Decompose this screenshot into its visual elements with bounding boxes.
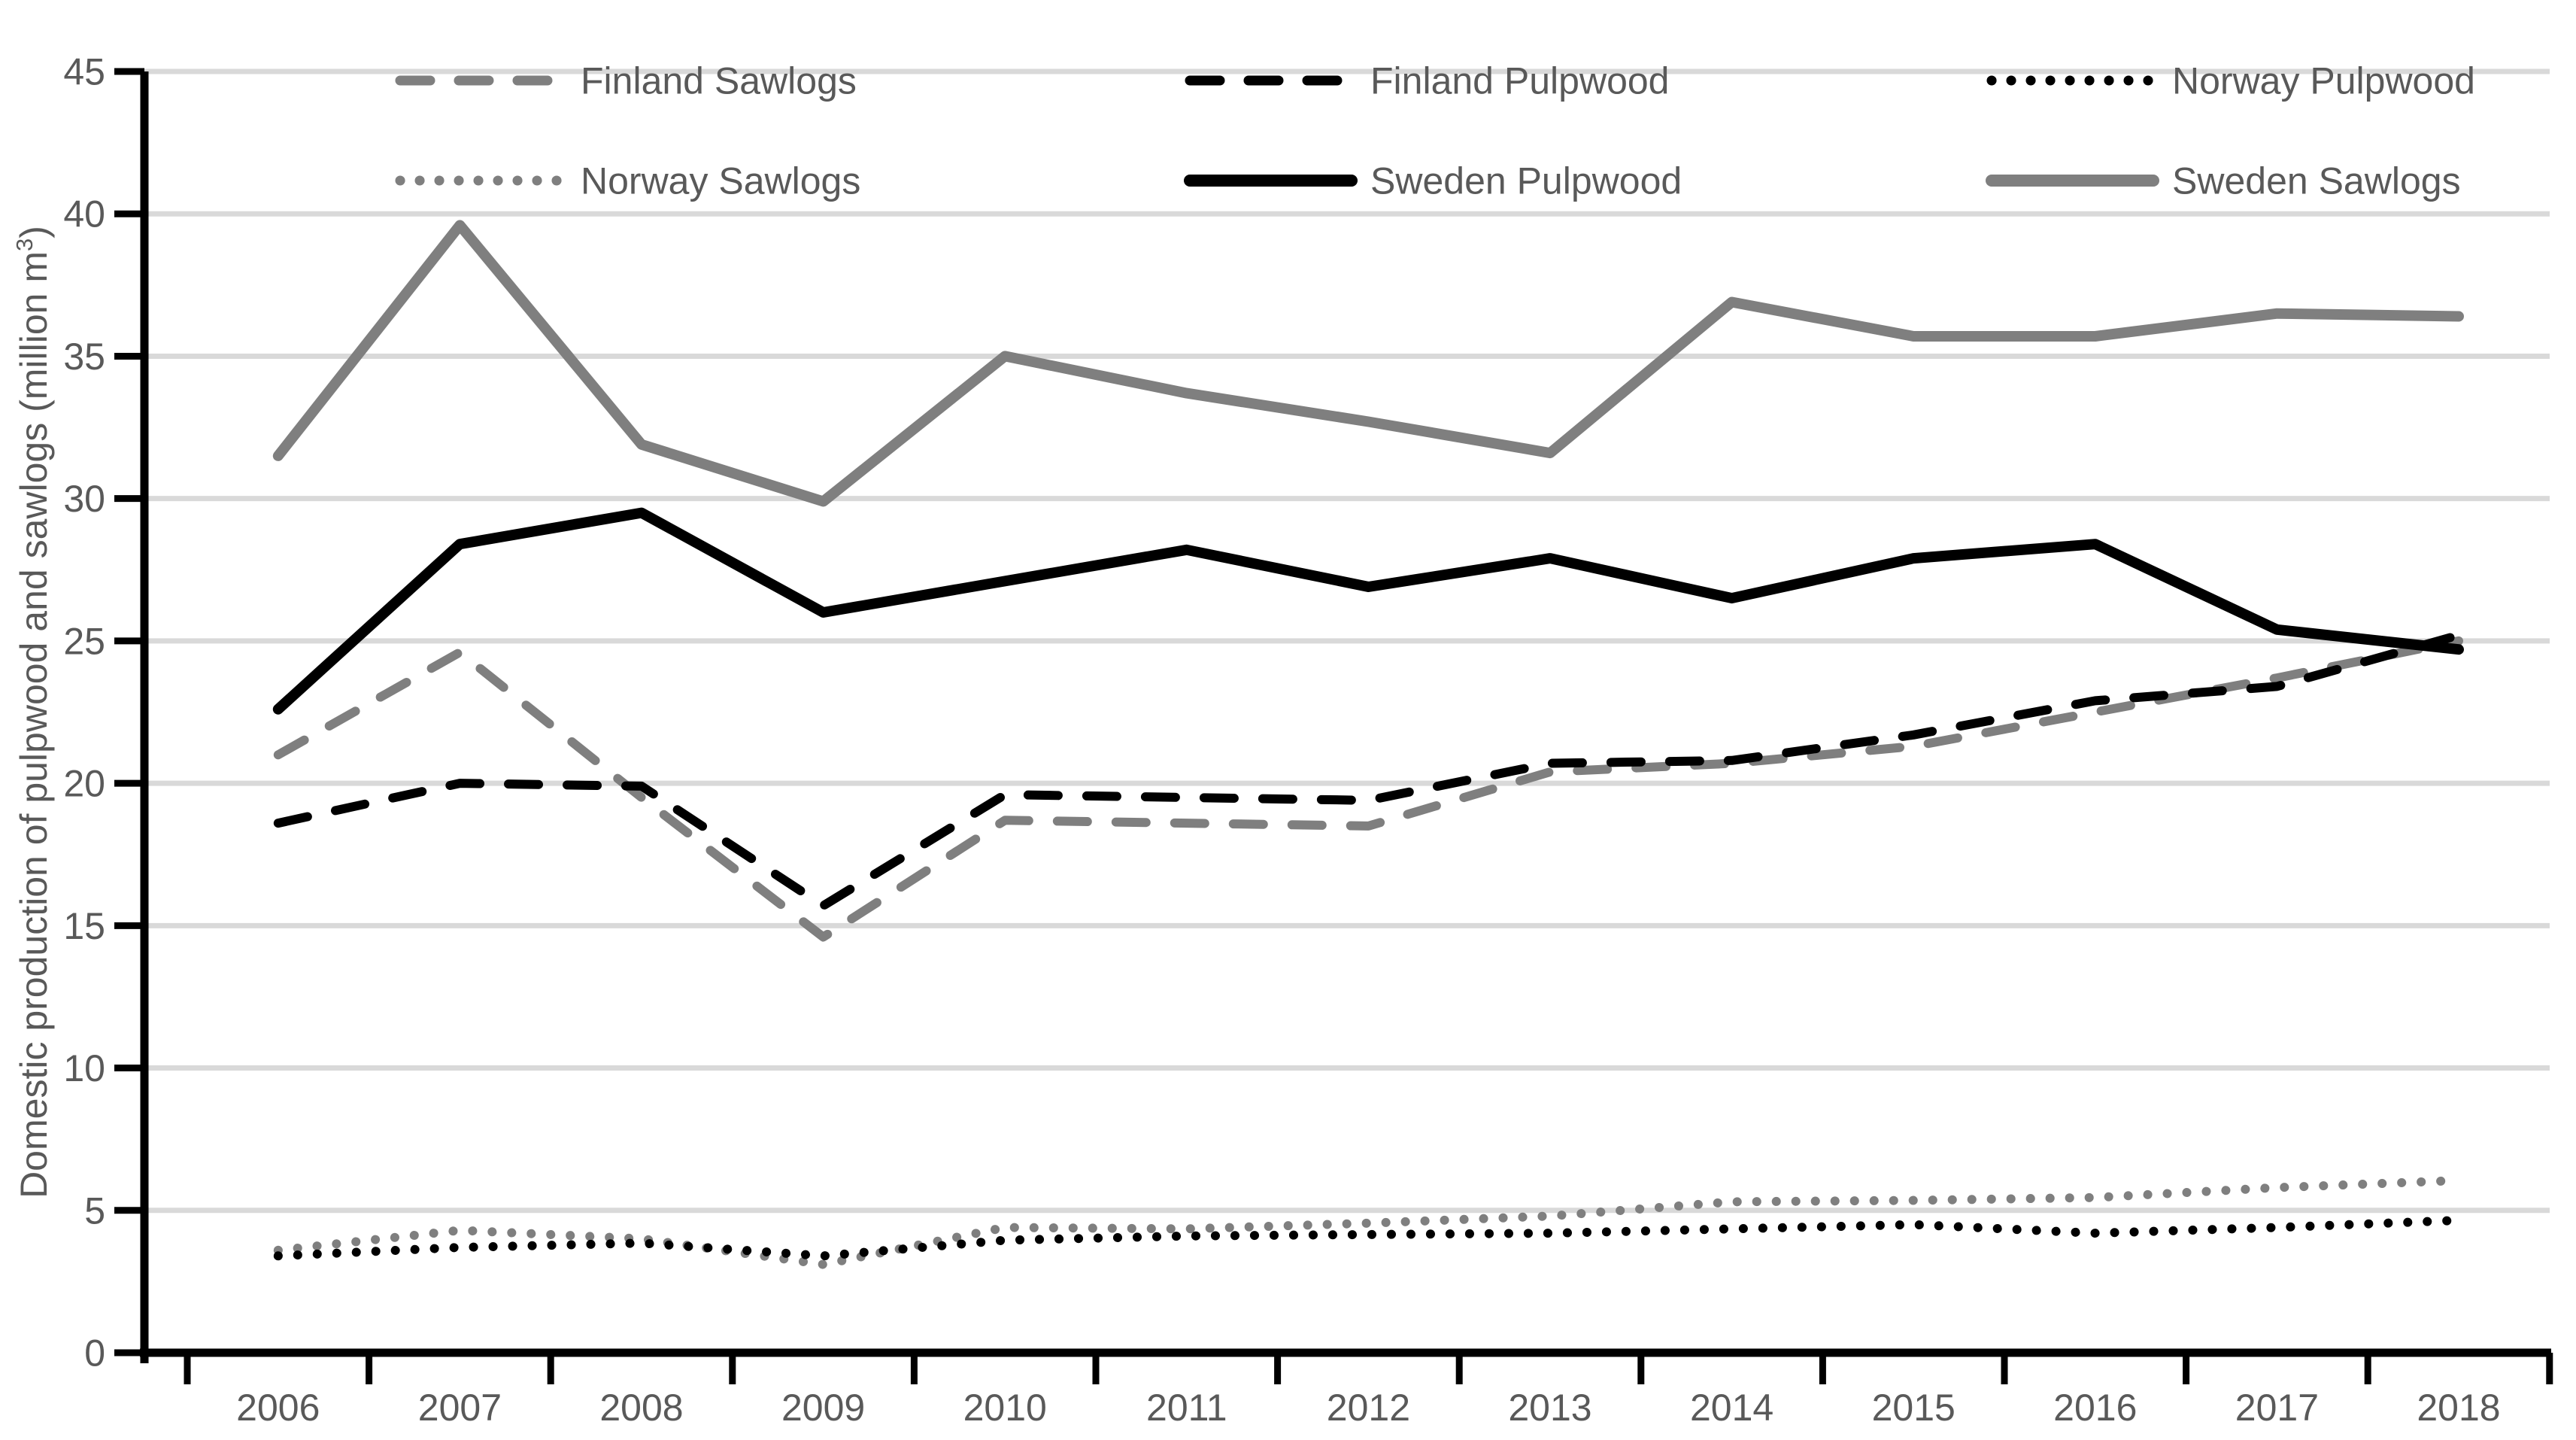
legend-item-sweden-sawlogs: Sweden Sawlogs (1986, 160, 2461, 202)
series-line-sweden-sawlogs (272, 220, 2464, 507)
x-tick-label-2018: 2018 (2417, 1387, 2500, 1429)
legend-item-sweden-pulpwood: Sweden Pulpwood (1184, 160, 1682, 202)
series-line-norway-pulpwood (273, 1216, 2463, 1261)
x-tick-label-2016: 2016 (2053, 1387, 2137, 1429)
legend-label-sweden-sawlogs: Sweden Sawlogs (2172, 160, 2461, 202)
series-line-norway-sawlogs (273, 1176, 2463, 1269)
y-axis: 0 5 10 15 20 25 30 35 40 45 (63, 51, 149, 1375)
x-tick-label-2013: 2013 (1508, 1387, 1591, 1429)
x-tick-label-2014: 2014 (1690, 1387, 1773, 1429)
y-axis-title-text: Domestic production of pulpwood and sawl… (11, 226, 55, 1198)
series-line-finland-pulpwood (273, 630, 2463, 910)
y-tick-label-40: 40 (63, 193, 105, 235)
y-tick-label-5: 5 (84, 1189, 105, 1232)
y-axis-title: Domestic production of pulpwood and sawl… (11, 226, 55, 1198)
y-tick-label-15: 15 (63, 905, 105, 947)
legend-label-finland-sawlogs: Finland Sawlogs (581, 60, 857, 102)
y-tick-label-10: 10 (63, 1047, 105, 1089)
series-line-finland-sawlogs (273, 636, 2463, 942)
legend-item-finland-sawlogs: Finland Sawlogs (395, 60, 857, 102)
x-tick-label-2011: 2011 (1146, 1387, 1227, 1429)
x-tick-label-2006: 2006 (236, 1387, 320, 1429)
legend-label-norway-sawlogs: Norway Sawlogs (581, 160, 860, 202)
legend-label-norway-pulpwood: Norway Pulpwood (2172, 60, 2475, 102)
y-tick-label-25: 25 (63, 620, 105, 662)
legend-label-finland-pulpwood: Finland Pulpwood (1370, 60, 1670, 102)
legend-item-norway-sawlogs: Norway Sawlogs (395, 160, 860, 202)
x-tick-label-2009: 2009 (781, 1387, 865, 1429)
x-tick-label-2017: 2017 (2235, 1387, 2319, 1429)
y-tick-label-30: 30 (63, 478, 105, 520)
legend-label-sweden-pulpwood: Sweden Pulpwood (1370, 160, 1682, 202)
x-tick-label-2007: 2007 (418, 1387, 502, 1429)
legend-item-finland-pulpwood: Finland Pulpwood (1185, 60, 1670, 102)
y-tick-label-35: 35 (63, 336, 105, 378)
legend: Finland Sawlogs Finland Pulpwood Norway Pu… (395, 60, 2475, 202)
legend-item-norway-pulpwood: Norway Pulpwood (1986, 60, 2475, 102)
y-tick-label-0: 0 (84, 1332, 105, 1375)
series-lines (272, 220, 2464, 1269)
y-tick-label-20: 20 (63, 763, 105, 805)
series-line-sweden-pulpwood (272, 507, 2464, 715)
x-tick-label-2010: 2010 (963, 1387, 1047, 1429)
x-axis: 2006 2007 2008 2009 2010 2011 2012 2013 2014 2015… (140, 1348, 2553, 1429)
gridlines (144, 68, 2550, 1214)
y-tick-label-45: 45 (63, 51, 105, 93)
x-tick-label-2015: 2015 (1872, 1387, 1956, 1429)
x-tick-label-2012: 2012 (1327, 1387, 1410, 1429)
x-tick-label-2008: 2008 (599, 1387, 683, 1429)
